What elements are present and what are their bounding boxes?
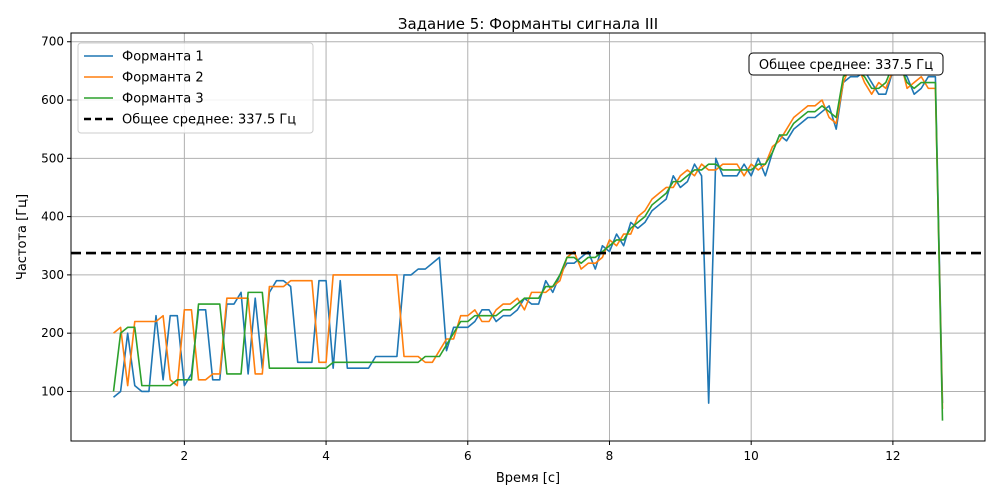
legend-label-2: Форманта 2 — [122, 71, 204, 86]
y-tick-label-3: 400 — [41, 210, 64, 224]
mean-annotation-box — [748, 52, 944, 76]
y-tick-label-2: 300 — [41, 268, 64, 282]
x-tick-label-1: 4 — [322, 449, 330, 463]
legend-items: Форманта 1 Форманта 2 Форманта 3 Общее сред… — [84, 50, 296, 128]
x-axis-label: Время [с] — [496, 471, 560, 486]
chart-title: Задание 5: Форманты сигнала III — [398, 15, 658, 33]
y-tick-label-0: 100 — [41, 384, 64, 398]
mean-annotation-text: Общее среднее: 337.5 Гц — [759, 58, 933, 73]
y-tick-label-6: 700 — [41, 35, 64, 49]
legend-label-4: Общее среднее: 337.5 Гц — [122, 113, 296, 128]
series-line-formant-2 — [113, 58, 944, 409]
legend-box — [77, 42, 314, 134]
y-tick-label-4: 500 — [41, 151, 64, 165]
x-tick-label-3: 8 — [606, 449, 614, 463]
legend-label-1: Форманта 1 — [122, 50, 204, 65]
x-tick-label-5: 12 — [885, 449, 900, 463]
plot-frame — [70, 32, 986, 442]
y-tick-label-1: 200 — [41, 326, 64, 340]
y-axis-label: Частота [Гц] — [15, 194, 30, 280]
legend-label-3: Форманта 3 — [122, 92, 204, 107]
mean-annotation: Общее среднее: 337.5 Гц — [748, 52, 944, 76]
x-axis-ticks: 2 4 6 8 10 12 — [181, 441, 901, 463]
legend: Форманта 1 Форманта 2 Форманта 3 Общее сред… — [77, 42, 314, 134]
y-tick-label-5: 600 — [41, 93, 64, 107]
x-tick-label-0: 2 — [181, 449, 189, 463]
series-lines — [112, 58, 944, 421]
y-axis-ticks: 100 200 300 400 500 600 700 — [41, 35, 71, 398]
x-tick-label-2: 6 — [464, 449, 472, 463]
series-line-formant-3 — [112, 64, 944, 421]
x-tick-label-4: 10 — [744, 449, 759, 463]
